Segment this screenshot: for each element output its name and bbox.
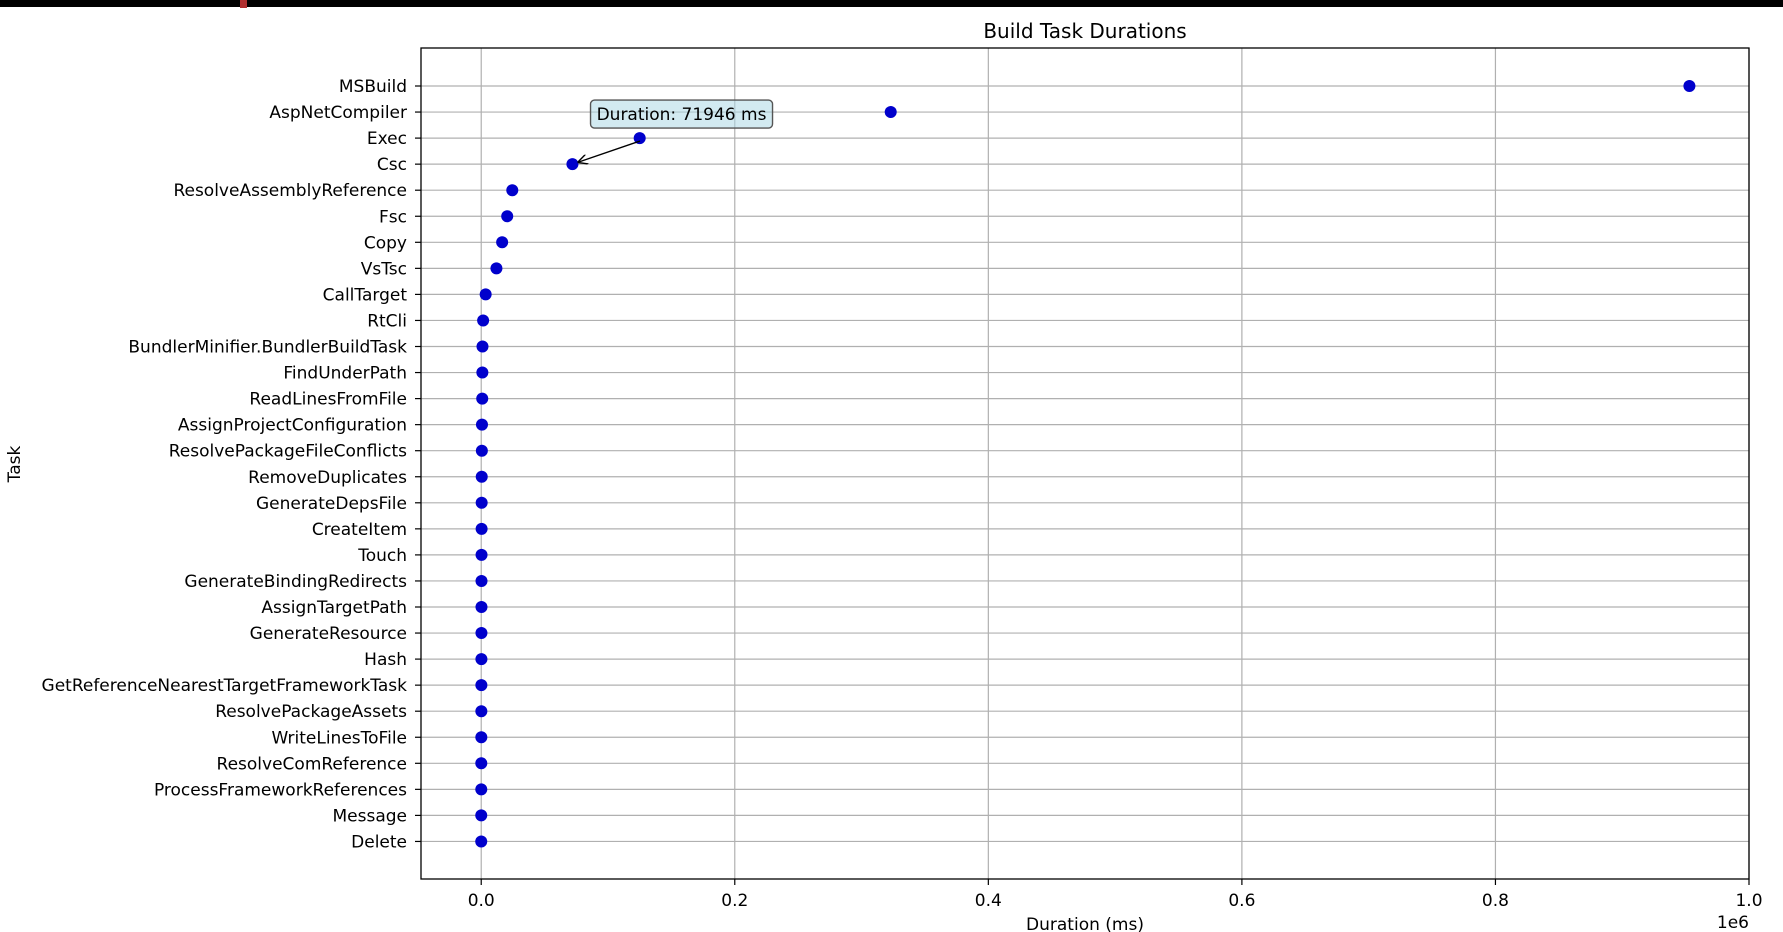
y-tick-label: RemoveDuplicates (248, 468, 407, 488)
y-tick-label: ReadLinesFromFile (249, 390, 407, 410)
y-tick-label: GenerateResource (250, 624, 407, 644)
data-point (1683, 80, 1696, 92)
y-tick-label: Delete (351, 832, 407, 852)
y-tick-label: MSBuild (339, 77, 407, 97)
y-axis-ticks: MSBuild AspNetCompiler Exec Csc ResolveAssem… (42, 77, 421, 852)
y-tick-label: FindUnderPath (283, 364, 407, 384)
x-tick-label: 0.6 (1228, 891, 1255, 911)
data-point (475, 757, 488, 770)
data-point (475, 496, 488, 509)
data-point (501, 210, 514, 223)
data-point (477, 314, 490, 327)
x-axis-offset-label: 1e6 (1717, 913, 1749, 932)
x-tick-label: 0.0 (468, 891, 495, 911)
data-point (884, 106, 897, 119)
y-tick-label: AspNetCompiler (269, 103, 407, 123)
y-tick-label: AssignProjectConfiguration (178, 416, 407, 436)
x-axis-ticks: 0.0 0.2 0.4 0.6 0.8 1.0 (468, 879, 1763, 911)
y-tick-label: Fsc (379, 207, 407, 227)
y-tick-label: CreateItem (312, 520, 407, 540)
data-point (475, 627, 488, 640)
data-point (475, 783, 488, 796)
data-point (475, 601, 488, 613)
y-tick-label: GetReferenceNearestTargetFrameworkTask (42, 676, 408, 696)
data-point (475, 809, 488, 822)
data-point (566, 158, 579, 171)
window-top-bar (0, 0, 1783, 7)
annotation-box (589, 99, 774, 129)
y-tick-label: WriteLinesToFile (271, 728, 407, 748)
y-axis-label: Task (5, 446, 25, 484)
y-tick-label: Hash (364, 650, 407, 670)
data-point (475, 835, 488, 848)
data-point (490, 262, 503, 275)
x-tick-label: 0.2 (721, 891, 748, 911)
y-tick-label: ResolveAssemblyReference (173, 181, 407, 201)
y-tick-label: Exec (367, 129, 407, 149)
chart-title: Build Task Durations (983, 19, 1186, 43)
annotation: Duration: 71946 ms (578, 99, 774, 162)
data-point (506, 184, 519, 197)
data-point (496, 236, 509, 249)
data-point (475, 653, 488, 666)
data-point (476, 392, 489, 405)
annotation-arrow (578, 140, 641, 162)
data-points (475, 80, 1696, 848)
y-tick-label: Csc (377, 155, 407, 175)
y-tick-label: BundlerMinifier.BundlerBuildTask (128, 338, 407, 358)
data-point (475, 470, 488, 483)
data-point (475, 522, 488, 535)
x-tick-label: 0.4 (975, 891, 1002, 911)
data-point (475, 679, 488, 692)
y-tick-label: Message (332, 806, 407, 826)
y-tick-label: ProcessFrameworkReferences (154, 780, 407, 800)
data-point (475, 444, 488, 457)
window-top-bar-marker (240, 0, 247, 8)
plot-frame (420, 47, 1750, 880)
y-tick-label: GenerateBindingRedirects (184, 572, 407, 592)
data-point (475, 574, 488, 587)
y-tick-label: Copy (364, 233, 407, 253)
y-tick-label: CallTarget (323, 285, 408, 305)
data-point (476, 366, 489, 379)
y-tick-label: ResolveComReference (217, 754, 407, 774)
data-point (475, 548, 488, 561)
y-tick-label: GenerateDepsFile (256, 494, 407, 514)
data-point (475, 418, 488, 431)
x-tick-label: 0.8 (1482, 891, 1509, 911)
x-axis-label: Duration (ms) (1026, 915, 1144, 932)
y-tick-label: Touch (357, 546, 407, 566)
data-point (475, 731, 488, 744)
x-tick-label: 1.0 (1735, 891, 1762, 911)
y-tick-label: ResolvePackageAssets (215, 702, 407, 722)
y-tick-label: ResolvePackageFileConflicts (169, 442, 407, 462)
data-point (475, 705, 488, 718)
grid (421, 48, 1750, 879)
data-point (476, 340, 489, 353)
data-point (479, 288, 492, 301)
annotation-text: Duration: 71946 ms (597, 105, 767, 125)
y-tick-label: VsTsc (361, 259, 407, 279)
y-tick-label: RtCli (367, 311, 407, 331)
data-point (633, 132, 646, 145)
y-tick-label: AssignTargetPath (261, 598, 407, 618)
